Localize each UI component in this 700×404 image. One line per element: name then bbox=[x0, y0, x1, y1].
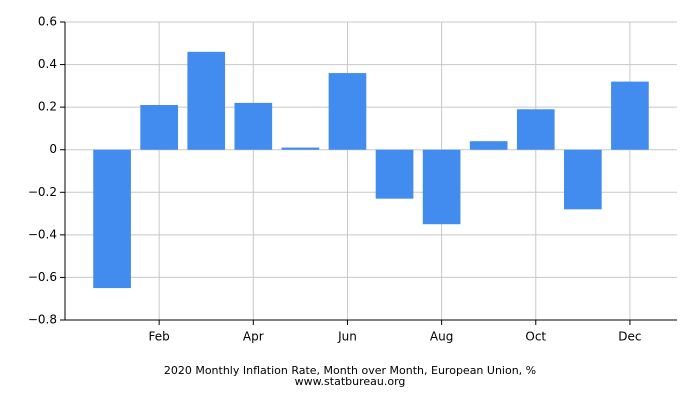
bar bbox=[187, 51, 226, 150]
x-tick-label: Dec bbox=[618, 330, 641, 344]
y-tick-label: 0 bbox=[49, 142, 57, 156]
y-tick-label: −0.2 bbox=[28, 185, 57, 199]
chart-subtitle: www.statbureau.org bbox=[295, 375, 406, 388]
x-tick-label: Apr bbox=[243, 330, 264, 344]
bar bbox=[469, 141, 508, 150]
bar bbox=[422, 149, 461, 225]
bar bbox=[564, 149, 602, 210]
x-tick-label: Jun bbox=[337, 330, 357, 344]
bar bbox=[611, 81, 649, 150]
x-tick-label: Oct bbox=[525, 330, 546, 344]
x-tick-label: Aug bbox=[430, 330, 453, 344]
y-tick-label: 0.6 bbox=[38, 15, 57, 29]
bar bbox=[140, 105, 178, 150]
y-tick-label: 0.2 bbox=[38, 100, 57, 114]
chart-title: 2020 Monthly Inflation Rate, Month over … bbox=[164, 364, 536, 377]
y-tick-label: −0.8 bbox=[28, 313, 57, 327]
bar bbox=[281, 147, 320, 150]
bar bbox=[93, 149, 131, 289]
y-tick-label: 0.4 bbox=[38, 57, 57, 71]
bar bbox=[375, 149, 414, 199]
bar bbox=[234, 102, 273, 150]
x-tick-label: Feb bbox=[149, 330, 170, 344]
bar bbox=[516, 109, 555, 150]
y-tick-label: −0.4 bbox=[28, 227, 57, 241]
bar bbox=[328, 73, 367, 150]
y-tick-label: −0.6 bbox=[28, 270, 57, 284]
